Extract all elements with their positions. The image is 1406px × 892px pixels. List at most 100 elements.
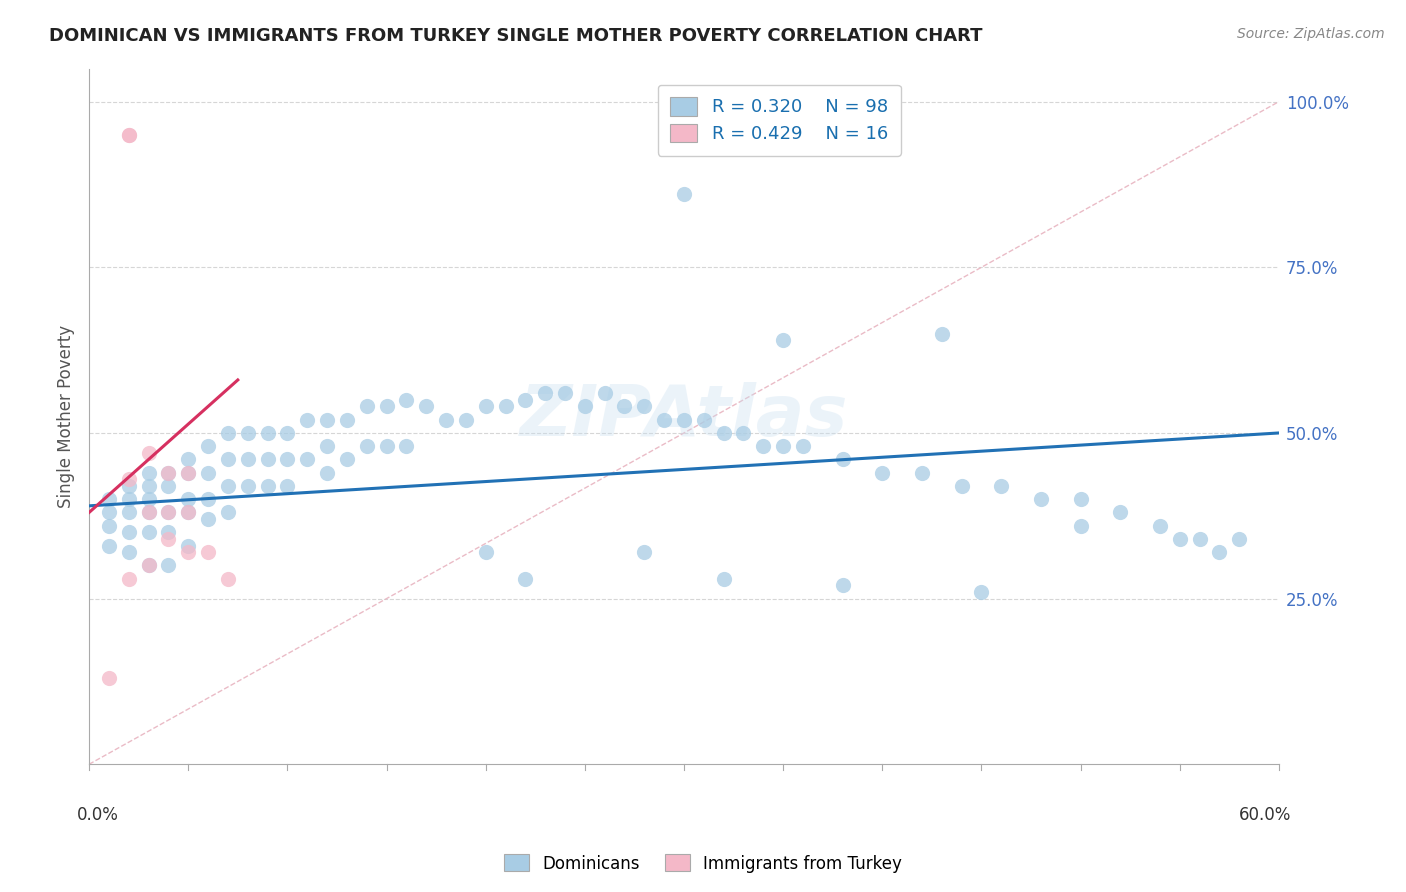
- Point: [434, 413, 457, 427]
- Point: [752, 439, 775, 453]
- Point: [295, 413, 318, 427]
- Point: [336, 452, 359, 467]
- Point: [217, 572, 239, 586]
- Point: [256, 425, 278, 440]
- Text: 0.0%: 0.0%: [77, 806, 120, 824]
- Point: [316, 413, 339, 427]
- Text: ZIPAtlas: ZIPAtlas: [520, 382, 848, 450]
- Point: [1227, 532, 1250, 546]
- Point: [177, 452, 200, 467]
- Point: [1029, 492, 1052, 507]
- Point: [672, 413, 695, 427]
- Point: [276, 425, 298, 440]
- Point: [1109, 506, 1132, 520]
- Text: 60.0%: 60.0%: [1239, 806, 1291, 824]
- Point: [474, 545, 496, 559]
- Point: [495, 400, 517, 414]
- Point: [1070, 492, 1092, 507]
- Point: [138, 479, 160, 493]
- Point: [138, 558, 160, 573]
- Point: [276, 479, 298, 493]
- Point: [256, 479, 278, 493]
- Point: [256, 452, 278, 467]
- Legend: Dominicans, Immigrants from Turkey: Dominicans, Immigrants from Turkey: [498, 847, 908, 880]
- Point: [118, 506, 141, 520]
- Point: [177, 492, 200, 507]
- Point: [911, 466, 934, 480]
- Point: [177, 539, 200, 553]
- Point: [97, 518, 120, 533]
- Point: [236, 452, 259, 467]
- Point: [118, 472, 141, 486]
- Point: [336, 413, 359, 427]
- Point: [118, 128, 141, 142]
- Point: [157, 479, 180, 493]
- Point: [950, 479, 973, 493]
- Point: [276, 452, 298, 467]
- Point: [177, 466, 200, 480]
- Point: [1149, 518, 1171, 533]
- Point: [593, 386, 616, 401]
- Point: [693, 413, 716, 427]
- Point: [316, 439, 339, 453]
- Point: [672, 187, 695, 202]
- Point: [652, 413, 675, 427]
- Point: [713, 425, 735, 440]
- Point: [1070, 518, 1092, 533]
- Point: [395, 392, 418, 407]
- Y-axis label: Single Mother Poverty: Single Mother Poverty: [58, 325, 75, 508]
- Point: [454, 413, 477, 427]
- Point: [515, 392, 537, 407]
- Point: [375, 439, 398, 453]
- Point: [792, 439, 814, 453]
- Point: [118, 525, 141, 540]
- Point: [157, 525, 180, 540]
- Point: [217, 452, 239, 467]
- Legend: R = 0.320    N = 98, R = 0.429    N = 16: R = 0.320 N = 98, R = 0.429 N = 16: [658, 85, 901, 156]
- Point: [177, 545, 200, 559]
- Point: [236, 479, 259, 493]
- Point: [356, 400, 378, 414]
- Point: [831, 578, 853, 592]
- Point: [970, 585, 993, 599]
- Point: [534, 386, 557, 401]
- Point: [197, 545, 219, 559]
- Point: [217, 479, 239, 493]
- Point: [138, 525, 160, 540]
- Point: [356, 439, 378, 453]
- Point: [395, 439, 418, 453]
- Point: [613, 400, 636, 414]
- Point: [138, 506, 160, 520]
- Point: [118, 128, 141, 142]
- Point: [118, 572, 141, 586]
- Point: [316, 466, 339, 480]
- Text: Source: ZipAtlas.com: Source: ZipAtlas.com: [1237, 27, 1385, 41]
- Point: [990, 479, 1012, 493]
- Point: [118, 479, 141, 493]
- Point: [375, 400, 398, 414]
- Text: DOMINICAN VS IMMIGRANTS FROM TURKEY SINGLE MOTHER POVERTY CORRELATION CHART: DOMINICAN VS IMMIGRANTS FROM TURKEY SING…: [49, 27, 983, 45]
- Point: [177, 506, 200, 520]
- Point: [772, 333, 794, 347]
- Point: [177, 506, 200, 520]
- Point: [157, 532, 180, 546]
- Point: [1168, 532, 1191, 546]
- Point: [831, 452, 853, 467]
- Point: [157, 558, 180, 573]
- Point: [157, 466, 180, 480]
- Point: [197, 466, 219, 480]
- Point: [157, 466, 180, 480]
- Point: [138, 466, 160, 480]
- Point: [295, 452, 318, 467]
- Point: [197, 492, 219, 507]
- Point: [236, 425, 259, 440]
- Point: [197, 439, 219, 453]
- Point: [157, 506, 180, 520]
- Point: [633, 545, 655, 559]
- Point: [574, 400, 596, 414]
- Point: [118, 545, 141, 559]
- Point: [138, 446, 160, 460]
- Point: [772, 439, 794, 453]
- Point: [138, 506, 160, 520]
- Point: [97, 506, 120, 520]
